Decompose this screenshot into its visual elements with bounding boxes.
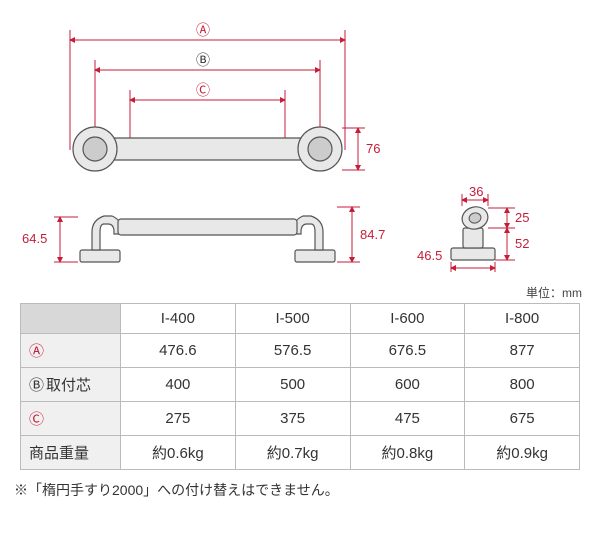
top-view: Ⓐ Ⓑ Ⓒ bbox=[70, 22, 380, 171]
cell: 500 bbox=[235, 368, 350, 402]
cell: 375 bbox=[235, 402, 350, 436]
dim-end-top: 36 bbox=[469, 184, 483, 199]
diagram-svg: Ⓐ Ⓑ Ⓒ bbox=[10, 10, 590, 280]
header-blank bbox=[21, 304, 121, 334]
side-view: 64.5 84.7 bbox=[22, 207, 385, 262]
cell: 877 bbox=[465, 334, 580, 368]
col-header: I-800 bbox=[465, 304, 580, 334]
dim-B-label: Ⓑ bbox=[196, 52, 210, 68]
technical-diagrams: Ⓐ Ⓑ Ⓒ bbox=[10, 10, 590, 280]
dim-end-base-h: 52 bbox=[515, 236, 529, 251]
cell: 400 bbox=[121, 368, 236, 402]
cell: 約0.6kg bbox=[121, 436, 236, 470]
cell: 約0.9kg bbox=[465, 436, 580, 470]
table-row: 取付芯 400 500 600 800 bbox=[21, 368, 580, 402]
row-label-A bbox=[21, 334, 121, 368]
dim-side-left: 64.5 bbox=[22, 231, 47, 246]
cell: 476.6 bbox=[121, 334, 236, 368]
table-row: 275 375 475 675 bbox=[21, 402, 580, 436]
end-view: 36 25 52 46.5 bbox=[417, 184, 529, 272]
table-body: 476.6 576.5 676.5 877 取付芯 400 500 600 80… bbox=[21, 334, 580, 470]
cell: 676.5 bbox=[350, 334, 465, 368]
row-label-B: 取付芯 bbox=[21, 368, 121, 402]
row-label-weight: 商品重量 bbox=[21, 436, 121, 470]
col-header: I-500 bbox=[235, 304, 350, 334]
cell: 275 bbox=[121, 402, 236, 436]
cell: 600 bbox=[350, 368, 465, 402]
dim-A-label: Ⓐ bbox=[196, 22, 210, 38]
dim-end-diameter: 76 bbox=[366, 141, 380, 156]
footnote: ※「楕円手すり2000」への付け替えはできません。 bbox=[14, 480, 586, 500]
rail-bar bbox=[110, 138, 305, 160]
spec-table: I-400 I-500 I-600 I-800 476.6 576.5 676.… bbox=[20, 303, 580, 470]
table-header-row: I-400 I-500 I-600 I-800 bbox=[21, 304, 580, 334]
cell: 576.5 bbox=[235, 334, 350, 368]
cell: 約0.8kg bbox=[350, 436, 465, 470]
cell: 800 bbox=[465, 368, 580, 402]
unit-label: 単位：mm bbox=[10, 284, 582, 301]
dim-side-right: 84.7 bbox=[360, 227, 385, 242]
cell: 475 bbox=[350, 402, 465, 436]
col-header: I-600 bbox=[350, 304, 465, 334]
col-header: I-400 bbox=[121, 304, 236, 334]
cell: 約0.7kg bbox=[235, 436, 350, 470]
table-row: 476.6 576.5 676.5 877 bbox=[21, 334, 580, 368]
dim-C-label: Ⓒ bbox=[196, 82, 210, 98]
table-row: 商品重量 約0.6kg 約0.7kg 約0.8kg 約0.9kg bbox=[21, 436, 580, 470]
row-label-C bbox=[21, 402, 121, 436]
cell: 675 bbox=[465, 402, 580, 436]
dim-end-base-w: 46.5 bbox=[417, 248, 442, 263]
dim-end-offset: 25 bbox=[515, 210, 529, 225]
